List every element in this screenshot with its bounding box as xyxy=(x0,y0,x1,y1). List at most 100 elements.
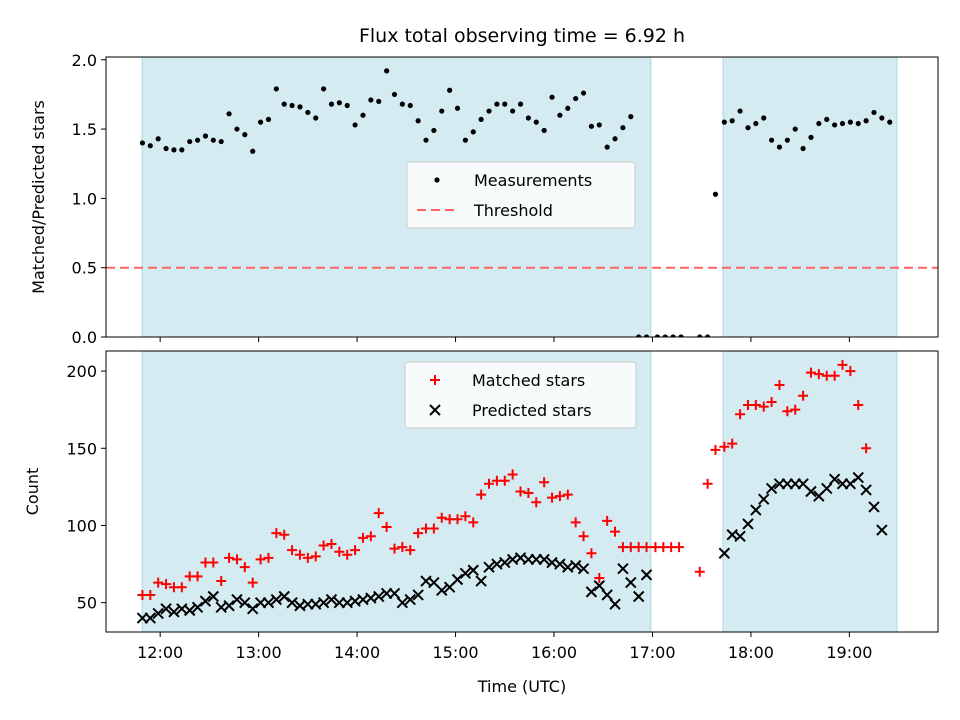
matched-star-point xyxy=(145,589,156,600)
predicted-star-point xyxy=(412,589,424,601)
matched-star-point xyxy=(365,531,376,542)
matched-star-point xyxy=(216,576,227,587)
measurement-point xyxy=(202,133,209,139)
matched-star-point xyxy=(239,562,250,573)
matched-star-point xyxy=(710,444,721,455)
measurement-point xyxy=(234,126,240,132)
matched-star-point xyxy=(735,409,746,420)
measurement-point xyxy=(360,112,366,118)
predicted-star-point xyxy=(199,595,212,607)
measurement-point xyxy=(753,120,759,127)
matched-star-point xyxy=(413,528,424,539)
measurement-point xyxy=(155,136,161,142)
measurement-point xyxy=(502,101,508,107)
axes-frame xyxy=(105,56,939,338)
y-axis-label: Count xyxy=(23,468,42,516)
predicted-star-point xyxy=(231,593,243,606)
matched-star-point xyxy=(389,543,400,554)
matched-star-point xyxy=(782,406,793,417)
measurement-point xyxy=(242,132,248,138)
matched-star-point xyxy=(674,542,685,553)
x-tick-label: 15:00 xyxy=(432,643,478,662)
matched-star-point xyxy=(798,390,809,401)
predicted-star-point xyxy=(868,501,880,513)
predicted-star-point xyxy=(742,518,754,530)
measurement-point xyxy=(769,137,775,143)
measurement-point xyxy=(808,134,814,140)
measurement-point xyxy=(281,101,287,107)
predicted-star-point xyxy=(396,596,409,609)
matched-star-point xyxy=(224,552,235,563)
predicted-star-point xyxy=(765,482,778,495)
matched-star-point xyxy=(813,369,824,380)
matched-star-point xyxy=(357,532,368,543)
predicted-star-point xyxy=(317,596,330,609)
measurement-point xyxy=(147,143,153,149)
matched-star-point xyxy=(302,552,313,563)
predicted-star-point xyxy=(554,558,566,570)
matched-star-point xyxy=(594,572,605,583)
measurement-point xyxy=(454,105,461,111)
matched-star-point xyxy=(578,531,589,542)
axes-frame xyxy=(105,350,939,633)
measurement-point xyxy=(855,120,861,127)
observing-window xyxy=(723,57,897,337)
measurement-point xyxy=(745,125,751,131)
measurement-point xyxy=(470,129,476,135)
measurement-point xyxy=(486,108,492,114)
matched-star-point xyxy=(750,400,761,411)
measurement-point xyxy=(588,123,595,129)
predicted-star-point xyxy=(601,589,613,601)
matched-star-point xyxy=(350,545,361,556)
legend-entry-label: Predicted stars xyxy=(472,401,592,420)
measurement-point xyxy=(784,137,790,143)
chart-title: Flux total observing time = 6.92 h xyxy=(359,25,685,47)
matched-star-point xyxy=(610,526,621,537)
matched-star-point xyxy=(161,579,172,590)
matched-star-point xyxy=(758,401,769,412)
measurement-point xyxy=(737,108,743,114)
legend-entry-label: Measurements xyxy=(474,171,592,190)
matched-star-point xyxy=(774,379,785,390)
measurement-point xyxy=(525,115,532,121)
measurement-point xyxy=(510,108,516,114)
x-tick-label: 13:00 xyxy=(236,643,282,662)
measurement-point xyxy=(792,126,798,132)
measurement-point xyxy=(391,91,398,98)
matched-star-point xyxy=(602,515,613,526)
x-tick-label: 19:00 xyxy=(826,643,872,662)
predicted-star-point xyxy=(821,482,833,495)
measurement-point xyxy=(620,125,626,131)
measurement-point xyxy=(729,118,735,124)
predicted-star-point xyxy=(593,579,605,592)
measurement-point xyxy=(179,147,185,153)
measurement-point xyxy=(612,136,618,142)
matched-star-point xyxy=(570,517,581,528)
measurement-point xyxy=(557,112,563,118)
predicted-star-point xyxy=(640,569,653,581)
predicted-star-point xyxy=(388,587,401,600)
y-tick-label: 100 xyxy=(66,516,97,535)
measurement-point xyxy=(407,102,413,109)
measurement-point xyxy=(376,98,382,104)
predicted-star-point xyxy=(373,590,385,603)
measurement-point xyxy=(250,148,256,154)
measurement-point xyxy=(847,119,853,125)
predicted-star-point xyxy=(270,593,283,606)
legend-entry-label: Matched stars xyxy=(472,371,585,390)
matched-star-point xyxy=(294,549,305,560)
measurement-point xyxy=(187,138,193,145)
matched-star-point xyxy=(586,548,597,559)
predicted-star-point xyxy=(750,504,762,516)
predicted-star-point xyxy=(207,590,220,603)
measurement-point xyxy=(321,86,327,92)
measurement-point xyxy=(434,177,440,183)
predicted-star-point xyxy=(876,524,888,536)
predicted-star-point xyxy=(617,562,629,575)
predicted-star-point xyxy=(404,593,416,606)
matched-star-point xyxy=(554,491,565,502)
matched-star-point xyxy=(641,542,652,553)
measurement-point xyxy=(194,137,201,143)
measurement-point xyxy=(210,137,216,143)
measurement-point xyxy=(226,111,232,117)
